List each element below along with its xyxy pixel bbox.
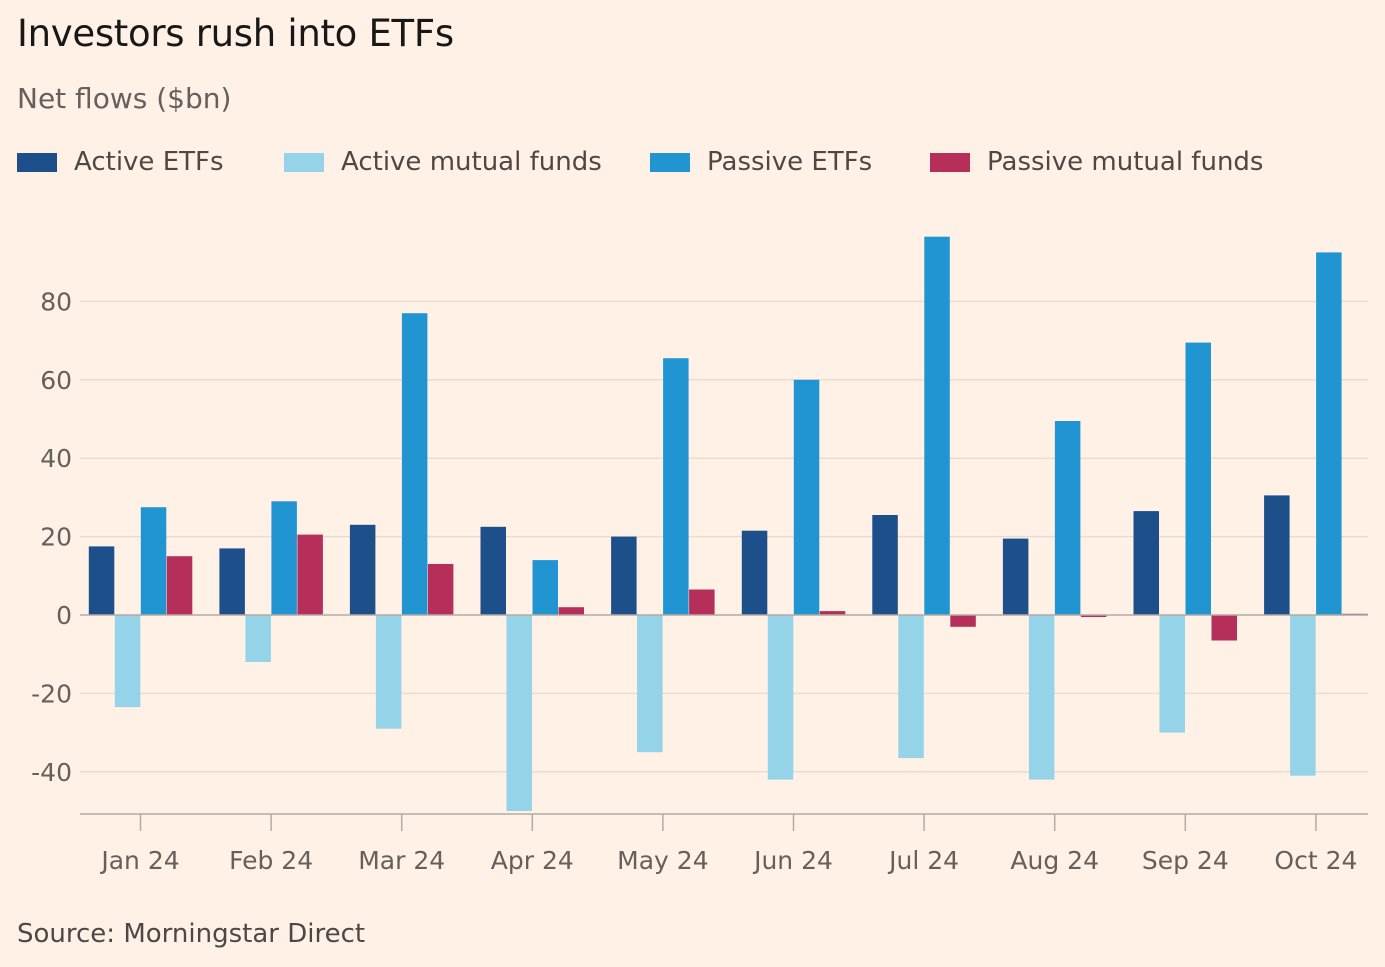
bar [558, 607, 584, 615]
bar [898, 615, 924, 759]
y-tick-label: 60 [40, 366, 72, 395]
bar [793, 379, 820, 615]
source-note: Source: Morningstar Direct [17, 919, 366, 949]
x-tick-label: Apr 24 [491, 846, 574, 875]
x-tick-label: Feb 24 [229, 846, 313, 875]
bar [1080, 615, 1107, 617]
bar [767, 615, 794, 780]
bar [1290, 615, 1316, 776]
x-tick-label: Jun 24 [752, 846, 833, 875]
bar [1264, 495, 1290, 615]
bar [88, 546, 115, 615]
x-tick-label: Jul 24 [887, 846, 959, 875]
x-tick-label: May 24 [617, 846, 708, 875]
bar [480, 526, 506, 615]
legend-swatch [284, 152, 324, 172]
bar [689, 589, 715, 615]
bar [271, 501, 297, 615]
bar [375, 615, 402, 729]
chart-subtitle: Net flows ($bn) [17, 82, 232, 115]
legend-item-passive-etfs: Passive ETFs [650, 147, 872, 177]
y-tick-label: -20 [31, 679, 72, 708]
bar [1002, 538, 1029, 615]
bar [924, 236, 950, 615]
y-tick-label: 40 [40, 444, 72, 473]
bar [1159, 615, 1185, 733]
bar [1316, 252, 1342, 615]
legend-label: Active ETFs [74, 147, 224, 177]
y-tick-label: -40 [31, 758, 72, 787]
legend: Active ETFs Active mutual funds Passive … [0, 147, 1385, 181]
chart-title: Investors rush into ETFs [17, 12, 454, 55]
bar [1028, 615, 1055, 780]
bar [1133, 511, 1159, 615]
x-tick-label: Mar 24 [358, 846, 445, 875]
bar [1211, 615, 1237, 641]
bar [166, 556, 193, 615]
y-tick-label: 0 [56, 601, 72, 630]
bar [401, 313, 428, 615]
y-tick-label: 20 [40, 523, 72, 552]
bar [819, 611, 846, 615]
legend-swatch [17, 152, 57, 172]
bar [114, 615, 141, 708]
bar [872, 515, 898, 615]
bar [140, 507, 167, 615]
x-tick-label: Sep 24 [1142, 846, 1229, 875]
legend-label: Passive mutual funds [987, 147, 1264, 177]
legend-label: Passive ETFs [707, 147, 873, 177]
legend-item-active-mutual-funds: Active mutual funds [284, 147, 602, 177]
bar [663, 358, 689, 615]
bar [297, 534, 323, 615]
bar [741, 530, 768, 615]
bar [611, 536, 637, 615]
bar [219, 548, 245, 615]
legend-swatch [650, 152, 690, 172]
bar [245, 615, 271, 662]
y-tick-label: 80 [40, 287, 72, 316]
bar [1185, 342, 1211, 615]
legend-swatch [930, 152, 970, 172]
bar [950, 615, 976, 627]
legend-item-active-etfs: Active ETFs [17, 147, 224, 177]
bar [1054, 421, 1081, 615]
legend-item-passive-mutual-funds: Passive mutual funds [930, 147, 1263, 177]
bar [506, 615, 532, 811]
bar [532, 560, 558, 615]
bar [637, 615, 663, 753]
legend-label: Active mutual funds [341, 147, 602, 177]
bar [349, 524, 376, 615]
bar [427, 564, 454, 615]
bar-chart: 80 60 40 20 0 -20 -40 Jan 24 Feb 24 Mar 24 Apr 24 M… [31, 236, 1368, 875]
x-tick-label: Jan 24 [99, 846, 179, 875]
x-tick-label: Aug 24 [1010, 846, 1099, 875]
x-tick-label: Oct 24 [1274, 846, 1357, 875]
